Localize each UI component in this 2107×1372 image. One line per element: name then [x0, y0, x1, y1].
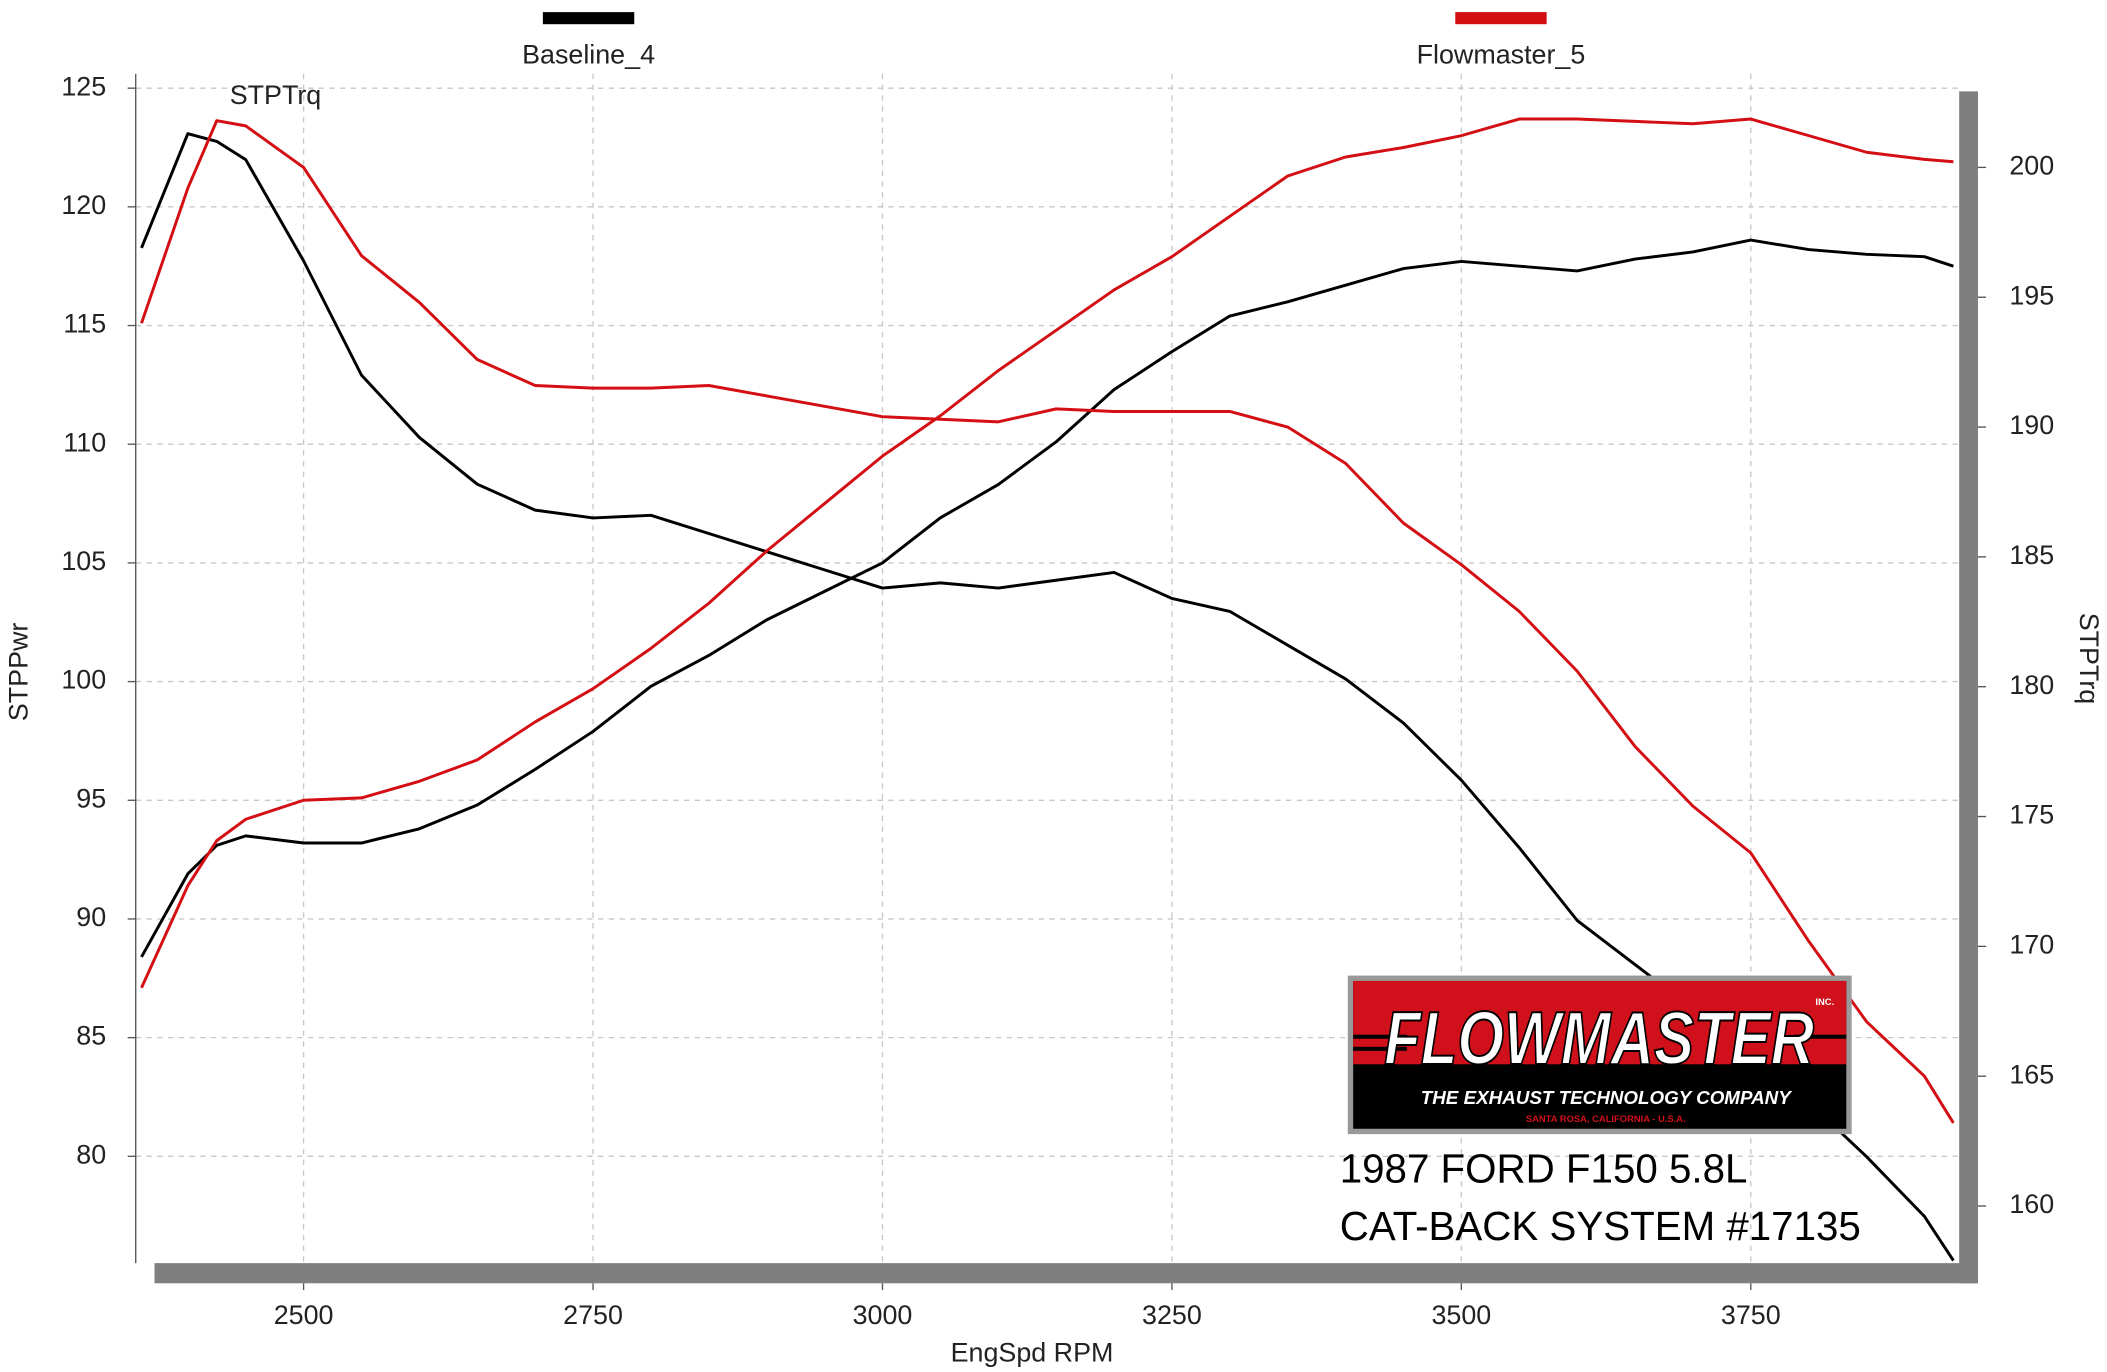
legend-label: Flowmaster_5 — [1417, 40, 1586, 70]
y-tick-label: 100 — [61, 665, 106, 695]
logo-inc: INC. — [1815, 996, 1834, 1007]
grid-layer — [135, 73, 1960, 1264]
y-tick-label: 125 — [61, 71, 106, 101]
logo-brand: FLOWMASTER — [1384, 996, 1814, 1080]
x-tick-label: 3750 — [1721, 1300, 1781, 1330]
y-tick-label: 90 — [76, 902, 106, 932]
logo-stripe — [1353, 1046, 1407, 1051]
x-tick-label: 2750 — [563, 1300, 623, 1330]
caption-line: CAT-BACK SYSTEM #17135 — [1340, 1204, 1861, 1249]
frame-shadow-bottom — [154, 1263, 1978, 1284]
legend-swatch — [1455, 12, 1547, 25]
x-tick-label: 3250 — [1142, 1300, 1202, 1330]
logo-tagline: THE EXHAUST TECHNOLOGY COMPANY — [1421, 1087, 1793, 1108]
legend-label: Baseline_4 — [522, 40, 655, 70]
power-line — [140, 238, 1954, 958]
logo-location: SANTA ROSA, CALIFORNIA - U.S.A. — [1526, 1113, 1686, 1124]
y-axis-title: STPPwr — [3, 623, 33, 722]
y-tick-label: 95 — [76, 783, 106, 813]
y2-axis-title: STPTrq — [2074, 613, 2104, 705]
legend-swatch — [542, 12, 635, 25]
logo-stripe — [1353, 1034, 1407, 1039]
annotation: STPTrq — [230, 80, 322, 110]
y-tick-label: 85 — [76, 1021, 106, 1051]
y-tick-label: 80 — [76, 1139, 106, 1169]
torque-line — [140, 119, 1955, 1124]
y2-tick-label: 195 — [2009, 280, 2054, 310]
x-tick-label: 3000 — [853, 1300, 913, 1330]
y2-tick-label: 175 — [2009, 800, 2054, 830]
y2-tick-label: 165 — [2009, 1059, 2054, 1089]
y2-tick-label: 160 — [2009, 1189, 2054, 1219]
caption-line: 1987 FORD F150 5.8L — [1340, 1146, 1748, 1191]
logo-stripe — [1793, 1034, 1847, 1039]
logo-red — [1353, 980, 1847, 1065]
y2-tick-label: 180 — [2009, 670, 2054, 700]
x-tick-label: 2500 — [274, 1300, 334, 1330]
y-tick-label: 110 — [63, 427, 106, 457]
logo: FLOWMASTER INC. THE EXHAUST TECHNOLOGY C… — [1347, 975, 1852, 1135]
y-tick-label: 120 — [61, 190, 106, 220]
labels-layer: 2500 2750 3000 3250 3500 3750 80 85 90 95 100 105 11… — [61, 12, 2054, 1330]
frame-shadow-right — [1959, 91, 1978, 1284]
x-axis-title: EngSpd RPM — [951, 1338, 1114, 1368]
y2-tick-label: 170 — [2009, 929, 2054, 959]
y2-tick-label: 190 — [2009, 410, 2054, 440]
y-tick-label: 105 — [61, 546, 106, 576]
x-tick-label: 3500 — [1431, 1300, 1491, 1330]
power-line — [140, 117, 1954, 989]
y2-tick-label: 200 — [2009, 150, 2054, 180]
y-tick-label: 115 — [63, 309, 106, 339]
y2-tick-label: 185 — [2009, 540, 2054, 570]
